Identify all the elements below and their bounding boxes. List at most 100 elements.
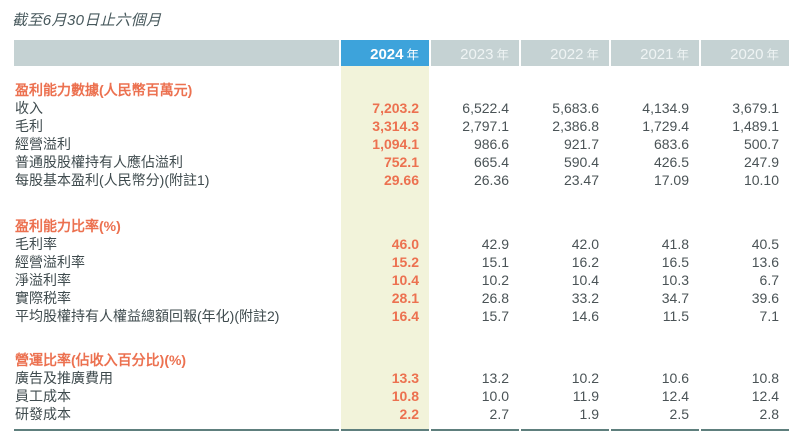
value-2020: 10.10 (743, 172, 779, 188)
spacer-cell (521, 189, 609, 235)
value-2021: 1,729.4 (642, 118, 689, 134)
value-2023: 15.7 (481, 308, 509, 324)
highlight-spacer-cell (341, 66, 429, 99)
year-number: 2023 (460, 45, 494, 63)
value-2020: 500.7 (743, 136, 779, 152)
value-2022: 1.9 (521, 405, 609, 431)
year-header-row: 2024 年 2023 年 2022 年 2021 年 2020 年 (14, 40, 789, 66)
value-2024: 29.66 (341, 171, 429, 189)
value-2021: 2.5 (611, 405, 699, 431)
value-2021: 683.6 (653, 136, 689, 152)
row-label: 員工成本 (15, 388, 71, 404)
section-title: 盈利能力數據(人民幣百萬元) (15, 82, 193, 98)
value-2023: 10.2 (481, 272, 509, 288)
value-2022: 590.4 (563, 154, 599, 170)
row-label: 經營溢利 (15, 136, 71, 152)
value-2021: 41.8 (661, 236, 689, 252)
table-row-operating-profit: 經營溢利 1,094.1 986.6 921.7 683.6 500.7 (14, 135, 789, 153)
year-suffix: 年 (676, 47, 689, 62)
table-row-gross-margin: 毛利率 46.0 42.9 42.0 41.8 40.5 (14, 235, 789, 253)
value-2021: 10.6 (661, 370, 689, 386)
value-2022: 42.0 (571, 236, 599, 252)
table-row-rd-costs: 研發成本 2.2 2.7 1.9 2.5 2.8 (14, 405, 789, 431)
row-label: 毛利 (15, 118, 43, 134)
row-label: 收入 (15, 100, 43, 116)
value-2024: 16.4 (341, 307, 429, 325)
column-header-2021: 2021 年 (611, 40, 699, 66)
value-2021: 10.3 (661, 272, 689, 288)
value-2020: 40.5 (751, 236, 779, 252)
value-2023: 15.1 (481, 254, 509, 270)
value-2020: 13.6 (751, 254, 779, 270)
value-2023: 26.8 (481, 290, 509, 306)
table-row-advertising-expenses: 廣告及推廣費用 13.3 13.2 10.2 10.6 10.8 (14, 369, 789, 387)
value-2022: 11.9 (572, 388, 599, 404)
spacer-cell (431, 189, 519, 235)
year-suffix: 年 (496, 47, 509, 62)
section-title: 盈利能力比率(%) (15, 218, 121, 234)
value-2020: 3,679.1 (732, 100, 779, 116)
table-row-revenue: 收入 7,203.2 6,522.4 5,683.6 4,134.9 3,679… (14, 99, 789, 117)
table-row-profit-attributable: 普通股股權持有人應佔溢利 752.1 665.4 590.4 426.5 247… (14, 153, 789, 171)
value-2024: 2.2 (341, 405, 429, 431)
row-label: 研發成本 (14, 405, 339, 431)
value-2023: 986.6 (473, 136, 509, 152)
value-2020: 1,489.1 (732, 118, 779, 134)
spacer-cell (521, 325, 609, 369)
column-header-2022: 2022 年 (521, 40, 609, 66)
row-label: 實際税率 (15, 290, 71, 306)
value-2023: 13.2 (481, 370, 509, 386)
table-row-return-on-equity: 平均股權持有人權益總額回報(年化)(附註2) 16.4 15.7 14.6 11… (14, 307, 789, 325)
value-2020: 39.6 (751, 290, 779, 306)
value-2021: 17.09 (653, 172, 689, 188)
spacer-cell (611, 66, 699, 99)
table-row-staff-costs: 員工成本 10.8 10.0 11.9 12.4 12.4 (14, 387, 789, 405)
value-2024: 10.4 (341, 271, 429, 289)
value-2023: 42.9 (481, 236, 509, 252)
value-2023: 6,522.4 (462, 100, 509, 116)
value-2024: 28.1 (341, 289, 429, 307)
spacer-cell (701, 66, 789, 99)
value-2021: 34.7 (661, 290, 689, 306)
table-row-gross-profit: 毛利 3,314.3 2,797.1 2,386.8 1,729.4 1,489… (14, 117, 789, 135)
section-header-row-operating-ratios: 營運比率(佔收入百分比)(%) (14, 325, 789, 369)
value-2024: 1,094.1 (341, 135, 429, 153)
value-2021: 16.5 (661, 254, 689, 270)
row-label: 毛利率 (15, 236, 57, 252)
value-2024: 15.2 (341, 253, 429, 271)
value-2020: 10.8 (751, 370, 779, 386)
value-2024: 46.0 (341, 235, 429, 253)
spacer-cell (611, 325, 699, 369)
value-2021: 11.5 (662, 308, 689, 324)
row-label: 廣告及推廣費用 (15, 370, 113, 386)
year-suffix: 年 (406, 47, 419, 62)
value-2021: 12.4 (661, 388, 689, 404)
row-label: 每股基本盈利(人民幣分)(附註1) (15, 172, 210, 188)
year-suffix: 年 (766, 47, 779, 62)
spacer-cell (431, 66, 519, 99)
highlight-spacer-cell (341, 189, 429, 235)
value-2020: 2.8 (701, 405, 789, 431)
value-2022: 33.2 (571, 290, 599, 306)
value-2024: 10.8 (341, 387, 429, 405)
table-row-operating-margin: 經營溢利率 15.2 15.1 16.2 16.5 13.6 (14, 253, 789, 271)
row-label: 淨溢利率 (15, 272, 71, 288)
value-2022: 14.6 (571, 308, 599, 324)
table-row-basic-eps: 每股基本盈利(人民幣分)(附註1) 29.66 26.36 23.47 17.0… (14, 171, 789, 189)
spacer-cell (521, 66, 609, 99)
value-2024: 3,314.3 (341, 117, 429, 135)
row-label: 平均股權持有人權益總額回報(年化)(附註2) (15, 308, 280, 324)
year-number: 2021 (640, 45, 674, 63)
value-2021: 4,134.9 (642, 100, 689, 116)
value-2024: 752.1 (341, 153, 429, 171)
value-2020: 247.9 (743, 154, 779, 170)
page-title: 截至6月30日止六個月 (12, 12, 162, 29)
value-2022: 10.2 (571, 370, 599, 386)
value-2021: 426.5 (653, 154, 689, 170)
value-2023: 2,797.1 (462, 118, 509, 134)
value-2020: 6.7 (759, 272, 779, 288)
value-2022: 10.4 (571, 272, 599, 288)
row-label: 普通股股權持有人應佔溢利 (15, 154, 183, 170)
value-2022: 2,386.8 (552, 118, 599, 134)
